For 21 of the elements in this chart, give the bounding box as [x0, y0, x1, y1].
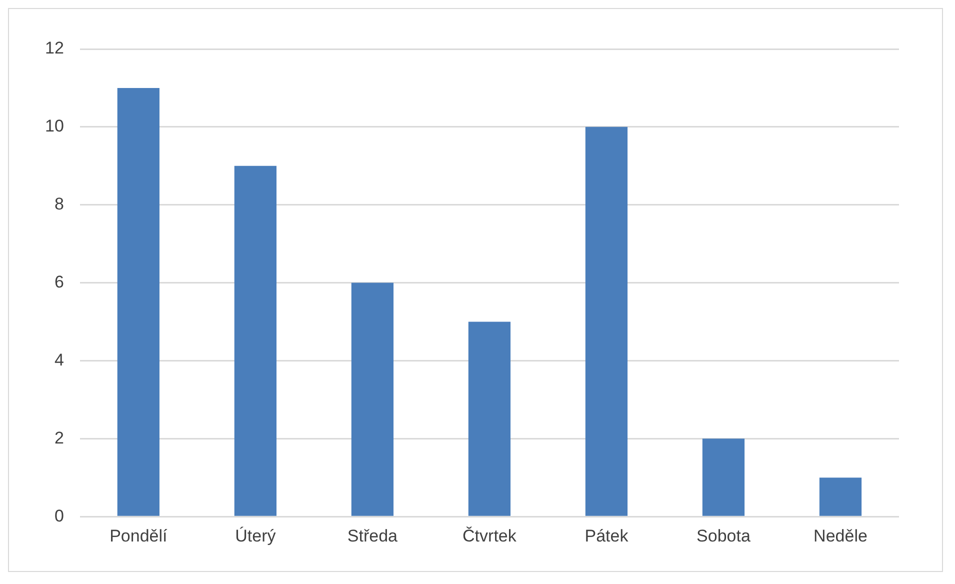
- bar: [234, 166, 276, 516]
- bar: [117, 88, 160, 516]
- bar: [585, 126, 628, 516]
- x-tick-label: Pátek: [584, 526, 629, 546]
- y-tick-label: 6: [54, 272, 64, 292]
- y-tick-label: 10: [44, 116, 64, 136]
- y-tick-label: 4: [54, 350, 64, 370]
- x-tick-label: Pondělí: [110, 526, 168, 546]
- x-tick-label: Sobota: [696, 526, 751, 546]
- y-tick-label: 0: [54, 506, 64, 526]
- x-tick-label: Úterý: [235, 526, 276, 546]
- x-tick-label: Středa: [347, 526, 398, 546]
- bar: [819, 478, 862, 516]
- bar: [702, 438, 745, 516]
- y-tick-label: 12: [44, 38, 64, 58]
- y-tick-label: 2: [54, 428, 64, 448]
- y-tick-label: 8: [54, 194, 64, 214]
- bar: [468, 322, 511, 516]
- bar: [351, 282, 394, 516]
- x-tick-label: Čtvrtek: [462, 526, 517, 546]
- x-tick-label: Neděle: [814, 526, 868, 546]
